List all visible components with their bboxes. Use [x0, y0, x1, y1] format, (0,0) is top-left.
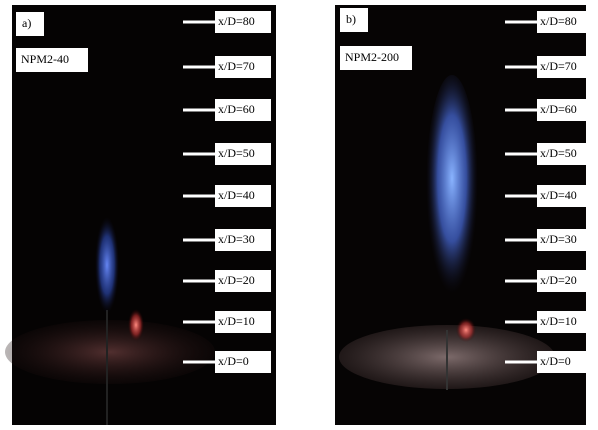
- marker-label: x/D=10: [218, 314, 255, 328]
- marker-label: x/D=70: [218, 59, 255, 73]
- marker-label: x/D=60: [540, 102, 577, 116]
- panel-tag: b): [346, 12, 356, 26]
- case-label: NPM2-200: [345, 50, 399, 64]
- marker-label: x/D=0: [218, 354, 249, 368]
- marker-label: x/D=80: [540, 14, 577, 28]
- marker-label: x/D=20: [218, 273, 255, 287]
- marker-label: x/D=10: [540, 314, 577, 328]
- marker-label: x/D=50: [540, 146, 577, 160]
- marker-label: x/D=0: [540, 354, 571, 368]
- panel-tag: a): [22, 16, 31, 30]
- marker-label: x/D=30: [540, 232, 577, 246]
- figure: a) NPM2-40 x/D=80 x/D=70 x/D=60 x/D=50 x/D=40 x…: [0, 0, 598, 430]
- marker-label: x/D=40: [218, 188, 255, 202]
- marker-label: x/D=40: [540, 188, 577, 202]
- marker-label: x/D=70: [540, 59, 577, 73]
- marker-label: x/D=80: [218, 14, 255, 28]
- case-label: NPM2-40: [21, 52, 69, 66]
- marker-label: x/D=30: [218, 232, 255, 246]
- marker-label: x/D=20: [540, 273, 577, 287]
- marker-label: x/D=50: [218, 146, 255, 160]
- marker-label: x/D=60: [218, 102, 255, 116]
